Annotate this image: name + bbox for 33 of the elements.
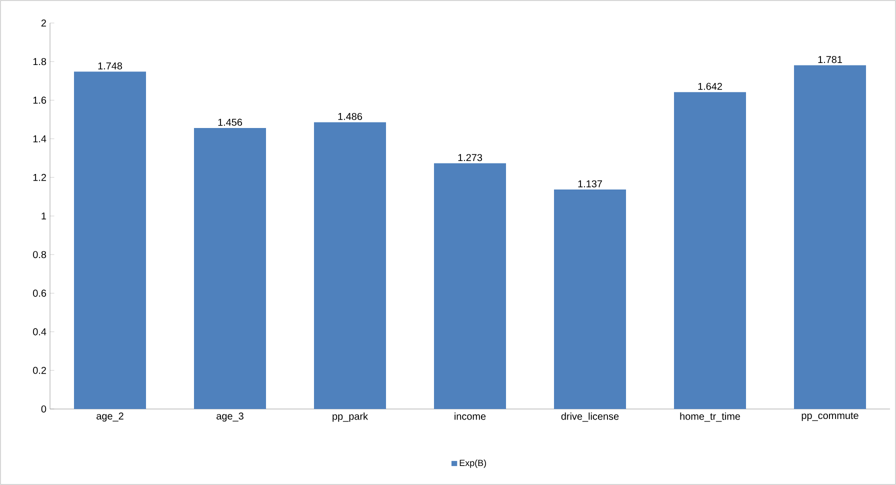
- x-tick-label: age_2: [96, 412, 124, 422]
- data-label: 1.781: [818, 56, 842, 64]
- bar: [434, 163, 506, 409]
- data-label: 1.137: [578, 180, 602, 188]
- y-tick-label: 0: [41, 405, 46, 413]
- bar: [794, 65, 866, 409]
- x-tick-label: drive_license: [561, 412, 619, 422]
- data-label: 1.273: [458, 154, 482, 162]
- y-tick-label: 0.8: [33, 251, 46, 258]
- x-tick-label: home_tr_time: [680, 412, 740, 422]
- y-tick-label: 1.4: [33, 135, 46, 142]
- y-tick-label: 1.2: [33, 174, 46, 181]
- y-tick-label: 0.6: [33, 290, 46, 297]
- bar: [194, 128, 266, 409]
- y-tick-label: 1.6: [33, 96, 46, 104]
- y-tick-label: 2: [41, 20, 46, 26]
- y-tick-label: 1.8: [33, 58, 46, 66]
- data-label: 1.456: [218, 118, 242, 126]
- data-label: 1.486: [338, 112, 362, 120]
- legend-label: Exp(B): [460, 460, 486, 468]
- y-tick-label: 0.2: [33, 366, 46, 374]
- x-tick-label: age_3: [216, 412, 244, 422]
- y-tick-label: 0.4: [33, 328, 46, 336]
- data-label: 1.748: [98, 62, 122, 70]
- bar: [74, 72, 146, 409]
- bar: [674, 92, 746, 409]
- x-tick-label: income: [454, 412, 486, 420]
- data-label: 1.642: [698, 82, 722, 90]
- x-tick-label: pp_park: [332, 412, 368, 422]
- bar: [314, 122, 386, 409]
- bar: [554, 190, 626, 409]
- y-tick-label: 1: [42, 212, 46, 220]
- x-tick-label: pp_commute: [802, 412, 858, 422]
